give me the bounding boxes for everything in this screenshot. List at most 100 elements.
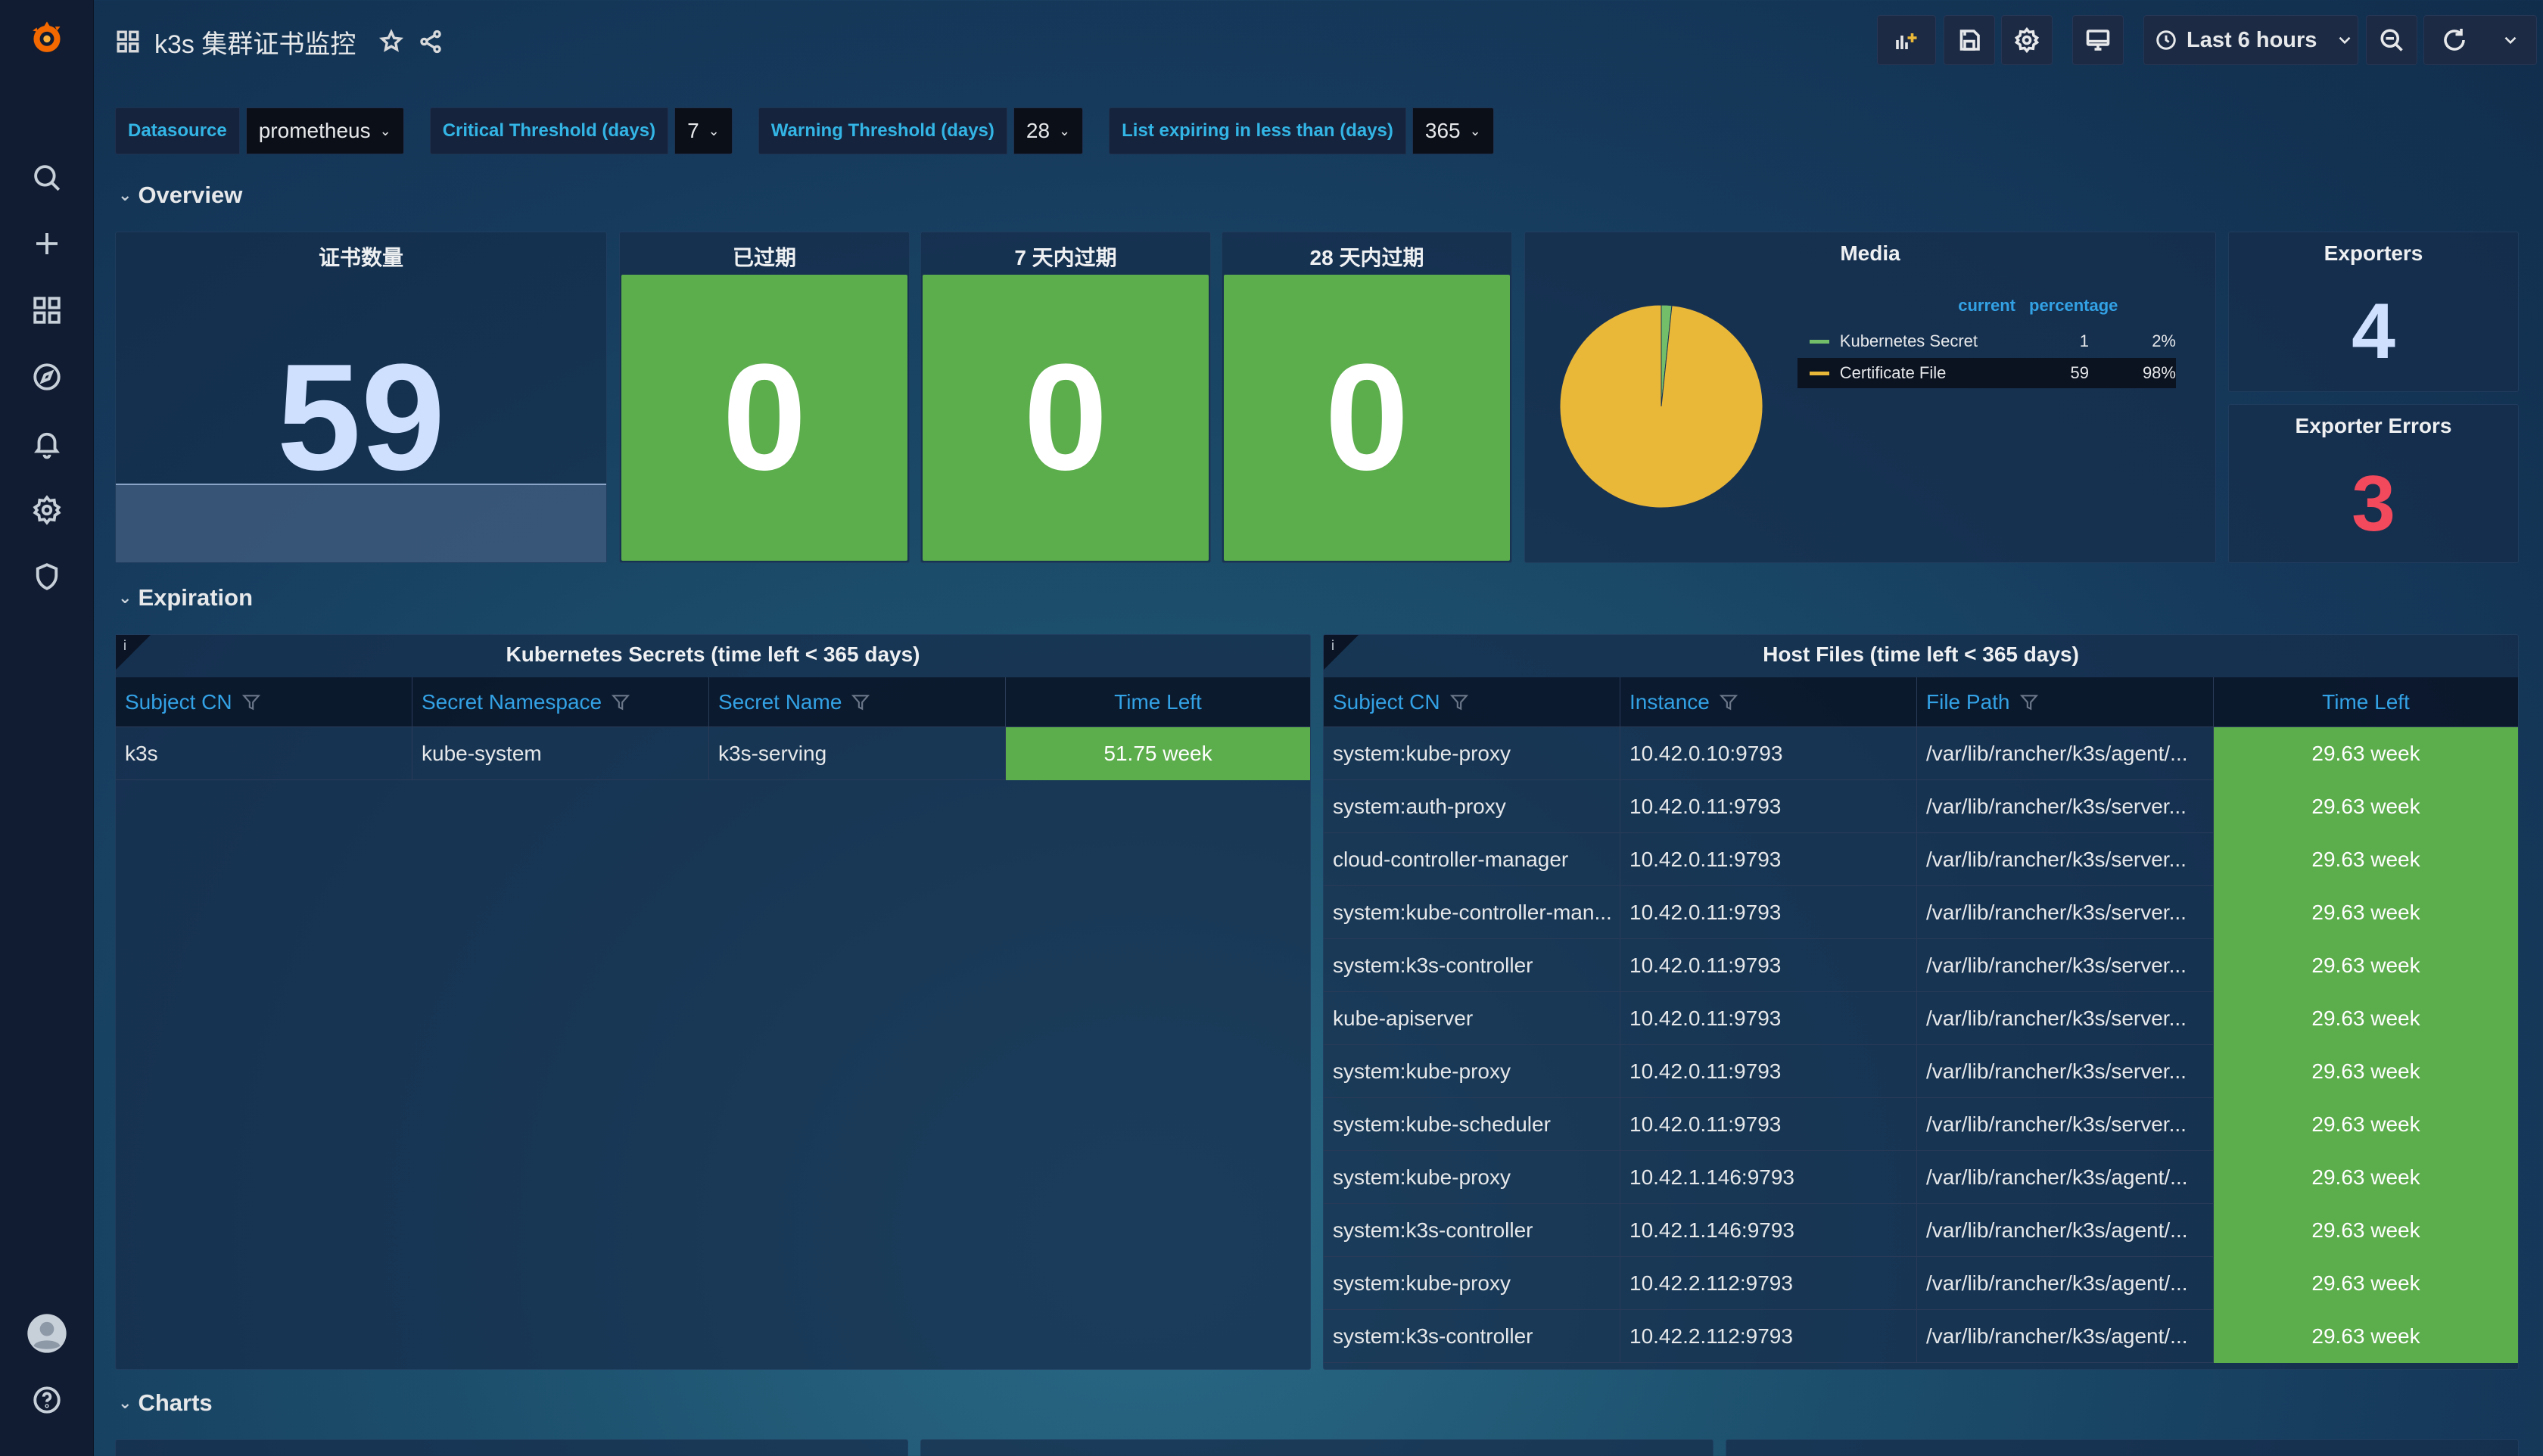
panel-expired[interactable]: 已过期 0 [619, 232, 910, 563]
table-row[interactable]: system:kube-proxy 10.42.1.146:9793/var/li… [1324, 1151, 2518, 1204]
panel-expire-28d[interactable]: 28 天内过期 0 [1222, 232, 1512, 563]
row-title-label: Expiration [138, 584, 254, 611]
variable-value: 365 [1424, 119, 1461, 142]
chevron-down-icon: ⌄ [118, 588, 132, 607]
help-icon[interactable] [24, 1377, 70, 1423]
filter-icon[interactable] [241, 692, 261, 712]
legend-color-swatch [1810, 339, 1829, 344]
cell-time-left: 29.63 week [2214, 1257, 2518, 1310]
cell-subject-cn: system:k3s-controller [1324, 939, 1620, 992]
grafana-logo-icon[interactable] [24, 15, 70, 61]
table-row[interactable]: system:kube-proxy 10.42.0.10:9793/var/lib… [1324, 727, 2518, 780]
panel-info-corner[interactable] [1324, 635, 1359, 670]
table-row[interactable]: system:k3s-controller 10.42.0.11:9793/var… [1324, 939, 2518, 992]
column-header-subject-cn[interactable]: Subject CN [116, 677, 412, 727]
time-range-picker[interactable]: Last 6 hours [2143, 15, 2358, 65]
filter-icon[interactable] [2019, 692, 2039, 712]
panel-k8s-secrets-table[interactable]: i Kubernetes Secrets (time left < 365 da… [115, 634, 1311, 1370]
column-label: File Path [1926, 690, 2010, 714]
legend-item-certificate-file[interactable]: Certificate File 59 98% [1798, 358, 2176, 388]
legend-percentage: 98% [2142, 363, 2176, 382]
panel-expire-7d[interactable]: 7 天内过期 0 [920, 232, 1211, 563]
panel-exporter-errors[interactable]: Exporter Errors 3 [2228, 404, 2519, 563]
top-navbar: k3s 集群证书监控 Last 6 hours [94, 0, 2543, 83]
refresh-interval-chevron-icon[interactable] [2501, 30, 2520, 50]
panel-chart-3[interactable] [1726, 1439, 2519, 1456]
share-icon[interactable] [418, 29, 444, 54]
column-header-file-path[interactable]: File Path [1917, 677, 2214, 727]
cell-time-left: 29.63 week [2214, 1151, 2518, 1204]
row-overview[interactable]: ⌄ Overview [118, 182, 242, 209]
panel-exporters[interactable]: Exporters 4 [2228, 232, 2519, 392]
info-icon: i [1331, 638, 1334, 653]
table-row[interactable]: system:auth-proxy 10.42.0.11:9793/var/lib… [1324, 780, 2518, 833]
table-row[interactable]: system:kube-proxy 10.42.2.112:9793/var/li… [1324, 1257, 2518, 1310]
column-header-secret-namespace[interactable]: Secret Namespace [412, 677, 709, 727]
variable-select-list-expiring[interactable]: 365 ⌄ [1412, 107, 1494, 154]
pie-slice-certificate-file[interactable] [1559, 304, 1763, 509]
star-icon[interactable] [378, 29, 404, 54]
column-label: Instance [1629, 690, 1710, 714]
filter-icon[interactable] [851, 692, 870, 712]
legend-current: 1 [2079, 331, 2089, 350]
table-row[interactable]: system:kube-controller-man... 10.42.0.11:… [1324, 886, 2518, 939]
legend-name: Certificate File [1839, 363, 1947, 382]
add-panel-button[interactable] [1877, 15, 1936, 65]
panel-cert-count[interactable]: 证书数量 59 [115, 232, 607, 563]
table-row[interactable]: cloud-controller-manager 10.42.0.11:9793/… [1324, 833, 2518, 886]
zoom-out-button[interactable] [2366, 15, 2417, 65]
search-icon[interactable] [24, 155, 70, 201]
tv-mode-button[interactable] [2072, 15, 2124, 65]
user-avatar[interactable] [24, 1311, 70, 1356]
cell-time-left: 29.63 week [2214, 727, 2518, 780]
variable-value: 28 [1026, 119, 1051, 142]
table-row[interactable]: system:k3s-controller 10.42.1.146:9793/va… [1324, 1204, 2518, 1257]
filter-icon[interactable] [1449, 692, 1469, 712]
cell-subject-cn: system:kube-proxy [1324, 727, 1620, 780]
column-header-secret-name[interactable]: Secret Name [709, 677, 1006, 727]
refresh-button[interactable] [2423, 15, 2537, 65]
filter-icon[interactable] [1719, 692, 1738, 712]
column-header-subject-cn[interactable]: Subject CN [1324, 677, 1620, 727]
panel-title: Exporters [2324, 241, 2423, 265]
save-dashboard-button[interactable] [1944, 15, 1995, 65]
variable-label-warning-threshold: Warning Threshold (days) [758, 107, 1007, 154]
variable-select-warning-threshold[interactable]: 28 ⌄ [1013, 107, 1084, 154]
panel-chart-1[interactable] [115, 1439, 908, 1456]
row-charts[interactable]: ⌄ Charts [118, 1389, 213, 1417]
explore-compass-icon[interactable] [24, 354, 70, 400]
alerting-bell-icon[interactable] [24, 421, 70, 466]
legend-item-kubernetes-secret[interactable]: Kubernetes Secret 1 2% [1798, 326, 2176, 356]
panel-media[interactable]: Media current percentage Kubernetes Secr… [1524, 232, 2216, 563]
cell-secret-namespace: kube-system [412, 727, 709, 780]
column-header-time-left[interactable]: Time Left [2214, 677, 2518, 727]
table-row[interactable]: kube-apiserver 10.42.0.11:9793/var/lib/ra… [1324, 992, 2518, 1045]
cell-instance: 10.42.0.10:9793 [1620, 727, 1917, 780]
column-header-time-left[interactable]: Time Left [1006, 677, 1310, 727]
table-row[interactable]: system:k3s-controller 10.42.2.112:9793/va… [1324, 1310, 2518, 1363]
dashboards-icon[interactable] [24, 288, 70, 333]
dashboard-settings-button[interactable] [2001, 15, 2053, 65]
table-row[interactable]: k3s kube-system k3s-serving 51.75 week [116, 727, 1310, 780]
filter-icon[interactable] [611, 692, 630, 712]
dashboard-title[interactable]: k3s 集群证书监控 [154, 30, 356, 59]
gear-icon [2014, 26, 2040, 54]
shield-icon[interactable] [24, 554, 70, 599]
plus-icon[interactable] [24, 221, 70, 266]
settings-gear-icon[interactable] [24, 487, 70, 533]
panel-chart-2[interactable] [920, 1439, 1713, 1456]
column-label: Secret Name [718, 690, 842, 714]
legend-header-percentage: percentage [2029, 296, 2118, 315]
row-expiration[interactable]: ⌄ Expiration [118, 584, 253, 611]
column-header-instance[interactable]: Instance [1620, 677, 1917, 727]
row-title-label: Charts [138, 1389, 213, 1416]
variable-select-datasource[interactable]: prometheus ⌄ [245, 107, 404, 154]
cell-time-left: 29.63 week [2214, 780, 2518, 833]
cell-file-path: /var/lib/rancher/k3s/agent/... [1917, 1151, 2214, 1204]
panel-host-files-table[interactable]: i Host Files (time left < 365 days) Subj… [1323, 634, 2519, 1370]
table-row[interactable]: system:kube-scheduler 10.42.0.11:9793/var… [1324, 1098, 2518, 1151]
panel-info-corner[interactable] [116, 635, 151, 670]
table-row[interactable]: system:kube-proxy 10.42.0.11:9793/var/lib… [1324, 1045, 2518, 1098]
variable-label-list-expiring: List expiring in less than (days) [1109, 107, 1406, 154]
variable-select-critical-threshold[interactable]: 7 ⌄ [674, 107, 733, 154]
